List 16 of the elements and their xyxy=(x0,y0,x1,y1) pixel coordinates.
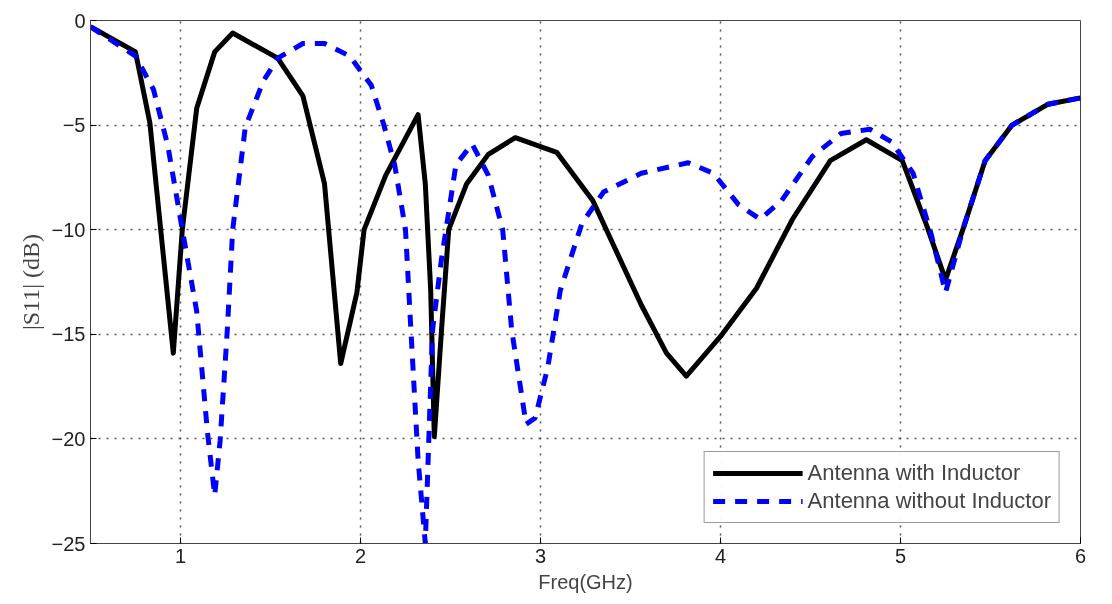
legend-label: Antenna with Inductor xyxy=(807,460,1021,486)
x-tick-label: 6 xyxy=(1074,544,1087,567)
y-tick-label: −15 xyxy=(51,323,86,346)
y-tick-label: −5 xyxy=(62,114,86,137)
x-tick-label: 3 xyxy=(534,544,547,567)
y-tick-label: −25 xyxy=(51,532,86,555)
x-tick-label: 1 xyxy=(174,544,187,567)
x-tick-label: 5 xyxy=(894,544,907,567)
y-axis-title: |S11| (dB) xyxy=(17,233,44,331)
y-tick-label: −10 xyxy=(51,218,86,241)
x-axis-title: Freq(GHz) xyxy=(538,570,633,593)
x-tick-label: 4 xyxy=(714,544,727,567)
y-tick-label: −20 xyxy=(51,427,86,450)
x-tick-label: 2 xyxy=(354,544,367,567)
y-tick-label: 0 xyxy=(74,9,86,32)
legend-label: Antenna without Inductor xyxy=(807,488,1051,514)
